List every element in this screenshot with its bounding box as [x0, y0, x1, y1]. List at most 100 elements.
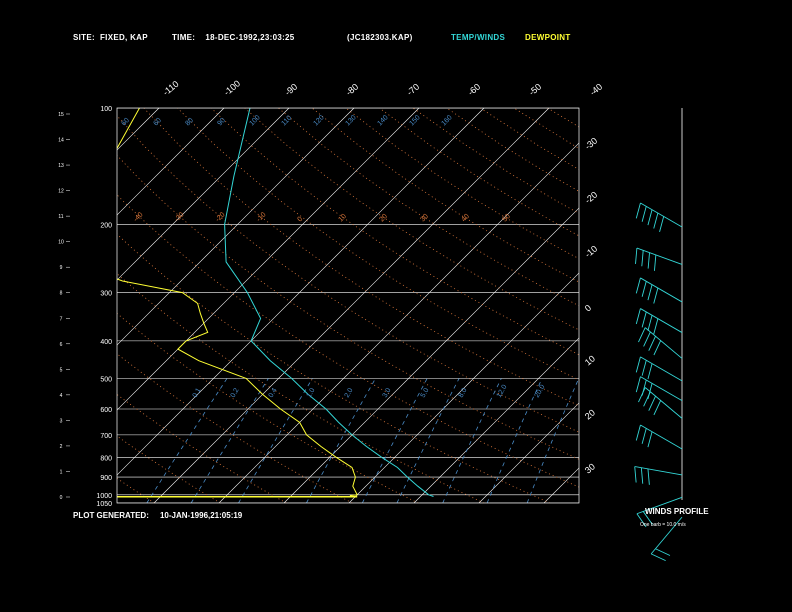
temp-top-tick-label: -60: [466, 82, 482, 98]
plot-area: [0, 108, 792, 503]
footer-generated: PLOT GENERATED: 10-JAN-1996,21:05:19: [73, 511, 242, 520]
pressure-tick-label: 400: [100, 339, 112, 346]
wind-barb-flag: [635, 424, 641, 441]
wind-barb-shaft: [640, 308, 683, 333]
wind-barb-flag: [655, 548, 671, 556]
isotherm-line: [543, 467, 579, 503]
wind-barb-flag: [643, 331, 651, 347]
dry-adiabat-line: [117, 194, 579, 488]
dry-adiabat-line: [479, 108, 579, 171]
height-tick-label: 15: [58, 112, 64, 118]
wind-barb-flag: [647, 431, 653, 448]
dry-adiabat-line: [649, 108, 792, 503]
time-value: 18-DEC-1992,23:03:25: [205, 33, 295, 42]
wind-barb-flag: [635, 308, 641, 325]
mixing-ratio-label: 8.0: [458, 387, 469, 399]
mixing-ratio-line: [190, 378, 269, 503]
wind-barb-flag: [641, 311, 647, 328]
height-tick-label: 14: [58, 138, 64, 144]
height-tick-label: 9: [60, 265, 63, 271]
wind-barb-flag: [648, 395, 656, 411]
dry-adiabat-line: [117, 154, 579, 460]
plot-frame: [116, 107, 580, 504]
height-tick-label: 10: [58, 240, 64, 246]
dewpoint-profile-line: [117, 108, 358, 497]
header-site: SITE: FIXED, KAP: [73, 33, 148, 42]
wind-barb-shaft: [640, 356, 683, 382]
temp-top-tick-label: -90: [283, 82, 299, 98]
legend-dewpoint: DEWPOINT: [525, 33, 571, 42]
isotherm-line: [153, 108, 550, 503]
isotherm-line: [609, 108, 792, 503]
wind-barb-flag: [647, 252, 650, 269]
pressure-tick-label: 1000: [96, 493, 112, 500]
dry-adiabat-label: 40: [460, 213, 471, 224]
height-tick-label: 3: [60, 418, 63, 424]
dry-adiabat-line: [177, 108, 579, 381]
temp-right-tick-label: 0: [583, 303, 593, 314]
wind-barb-flag: [653, 212, 659, 229]
winds-profile-label: WINDS PROFILE: [645, 507, 709, 516]
wind-barb-shaft: [644, 387, 683, 419]
mixing-ratio-label: 2.0: [344, 387, 355, 399]
pressure-tick-label: 1050: [96, 501, 112, 508]
wind-barb-shaft: [640, 277, 683, 303]
wind-barb-shaft: [640, 202, 683, 228]
dry-adiabat-line: [117, 435, 221, 503]
temp-top-tick-label: -80: [344, 82, 360, 98]
wind-barb-shaft: [640, 376, 683, 402]
pressure-tick-label: 800: [100, 455, 112, 462]
moist-adiabat-label: 100: [248, 114, 261, 127]
mixing-ratio-line: [146, 378, 228, 503]
barb-note: One barb = 10.0 m/s: [640, 522, 686, 528]
temp-right-tick-label: -20: [583, 190, 599, 206]
temp-top-tick-label: -70: [405, 82, 421, 98]
dry-adiabat-line: [716, 108, 792, 503]
wind-barb-flag: [650, 553, 666, 562]
dry-adiabat-label: 10: [337, 213, 348, 224]
wind-barb-flag: [653, 287, 659, 304]
dry-adiabat-line: [0, 108, 23, 503]
height-tick-label: 5: [60, 367, 63, 373]
isotherm-line: [117, 108, 290, 281]
wind-barb-shaft: [636, 496, 683, 515]
isotherm-line: [117, 108, 225, 216]
wind-barb-flag: [648, 336, 656, 351]
mixing-ratio-line: [526, 378, 579, 503]
file-name: (JC182303.KAP): [347, 33, 413, 42]
dry-adiabat-line: [345, 108, 579, 260]
wind-barb-flag: [641, 281, 647, 297]
height-tick-label: 0: [60, 495, 63, 501]
header-time: TIME: 18-DEC-1992,23:03:25: [172, 33, 295, 42]
mixing-ratio-line: [442, 378, 502, 503]
moist-adiabat-label: 140: [376, 114, 389, 127]
temp-right-tick-label: 30: [583, 461, 597, 475]
time-label: TIME:: [172, 33, 196, 42]
height-tick-label: 13: [58, 163, 64, 169]
mixing-ratio-line: [361, 378, 428, 503]
wind-barb-flag: [635, 356, 641, 373]
height-tick-label: 7: [60, 316, 63, 322]
height-tick-label: 2: [60, 444, 63, 450]
site-value: FIXED, KAP: [100, 33, 148, 42]
dry-adiabat-line: [278, 108, 579, 307]
wind-barb-flag: [636, 513, 647, 528]
temp-right-tick-label: 20: [583, 407, 597, 421]
moist-adiabat-label: 110: [280, 114, 293, 127]
moist-adiabat-label: 80: [184, 117, 195, 128]
temperature-profile-line: [224, 108, 434, 497]
wind-barb-flag: [642, 511, 653, 525]
height-tick-label: 1: [60, 469, 63, 475]
isotherm-line: [283, 207, 579, 503]
generated-label: PLOT GENERATED:: [73, 511, 149, 520]
wind-barb-flag: [640, 467, 644, 484]
dry-adiabat-label: 20: [378, 213, 389, 224]
wind-barb-shaft: [640, 424, 683, 450]
wind-barb-flag: [641, 360, 647, 376]
height-tick-label: 12: [58, 189, 64, 195]
isotherm-line: [0, 108, 29, 503]
moist-adiabat-label: 60: [120, 117, 131, 128]
mixing-ratio-line: [238, 378, 313, 503]
dry-adiabat-line: [117, 394, 287, 503]
mixing-ratio-label: 20.0: [534, 384, 547, 399]
